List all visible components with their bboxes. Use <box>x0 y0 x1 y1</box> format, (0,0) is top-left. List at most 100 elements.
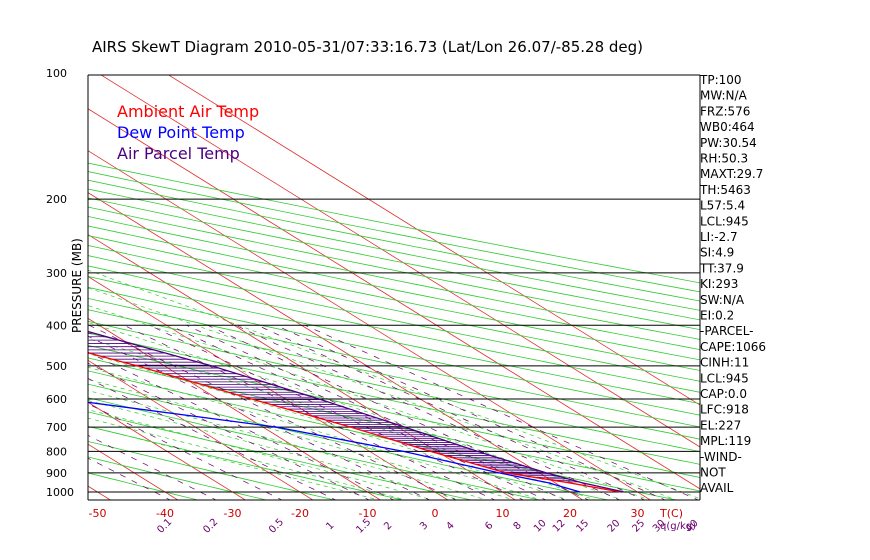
index-entry: -WIND- <box>700 450 742 464</box>
profile-line <box>88 352 621 493</box>
bottom-tick-label: 30 <box>631 507 645 520</box>
index-entry: LCL:945 <box>700 371 749 385</box>
index-entry: KI:293 <box>700 277 738 291</box>
mixing-ratio-label: 1 <box>324 520 336 532</box>
dry-adiabat-line <box>88 197 700 321</box>
index-entry: CINH:11 <box>700 356 749 370</box>
moist-adiabat-line <box>88 400 461 500</box>
isotherm-line <box>0 54 44 501</box>
bottom-tick-label: -30 <box>224 507 242 520</box>
index-entry: CAPE:1066 <box>700 340 766 354</box>
mixing-ratio-label: 15 <box>575 518 592 535</box>
dry-adiabat-line <box>88 171 700 293</box>
dry-adiabat-line <box>88 456 268 500</box>
index-entry: MW:N/A <box>700 89 748 103</box>
index-entry: NOT <box>700 466 726 480</box>
index-entry: EL:227 <box>700 418 741 432</box>
moist-adiabat-line <box>88 287 678 500</box>
index-entry: SW:N/A <box>700 293 745 307</box>
isotherm-line <box>100 75 700 448</box>
mixing-ratio-line <box>149 324 525 500</box>
index-entry: AVAIL <box>700 481 734 495</box>
index-entry: LFC:918 <box>700 403 749 417</box>
index-entry: MPL:119 <box>700 434 751 448</box>
mixing-ratio-label: 3 <box>418 520 430 532</box>
moist-adiabat-line <box>88 322 624 500</box>
mixing-ratio-label: 25 <box>630 518 647 535</box>
dry-adiabat-line <box>88 309 700 440</box>
isotherm-line <box>88 150 652 500</box>
profile-line <box>88 401 581 493</box>
index-entry: FRZ:576 <box>700 104 750 118</box>
profiles <box>88 330 625 493</box>
y-tick-label: 400 <box>46 319 67 332</box>
mixing-ratio-label: 6 <box>483 520 495 532</box>
dry-adiabat-line <box>88 297 700 428</box>
dry-adiabat-line <box>88 286 700 416</box>
index-entry: SI:4.9 <box>700 246 734 260</box>
dry-adiabat-line <box>88 188 700 311</box>
mixing-ratio-line <box>207 324 590 500</box>
mixing-ratio-label: 12 <box>551 518 568 535</box>
chart-title: AIRS SkewT Diagram 2010-05-31/07:33:16.7… <box>92 38 643 56</box>
index-entry: EI:0.2 <box>700 309 734 323</box>
y-tick-label: 1000 <box>46 486 74 499</box>
mixing-ratio-line <box>186 324 566 500</box>
bottom-tick-label: -10 <box>359 507 377 520</box>
y-tick-label: 100 <box>46 67 67 80</box>
y-tick-label: 900 <box>46 467 67 480</box>
index-entry: LCL:945 <box>700 214 749 228</box>
mixing-ratio-label: 4 <box>445 520 457 532</box>
mixing-ratio-line <box>88 351 395 500</box>
moist-adiabat-line <box>88 390 489 500</box>
mixing-ratio-label: 2 <box>382 520 394 532</box>
index-entry: LI:-2.7 <box>700 230 738 244</box>
mixing-ratio-unit: q(g/kg) <box>660 521 696 532</box>
dry-adiabat-line <box>88 332 700 465</box>
legend-entry: Dew Point Temp <box>117 123 245 142</box>
mixing-ratio-line <box>88 403 283 500</box>
mixing-ratio-label: 10 <box>532 518 549 535</box>
mixing-ratio-line <box>88 335 431 500</box>
mixing-ratio-line <box>88 434 217 500</box>
mixing-ratio-label: 0.5 <box>267 517 286 536</box>
isotherm-line <box>88 108 700 490</box>
isotherm-line <box>167 75 700 406</box>
axes: 1002003004005006007008009001000-120-110-… <box>46 67 701 536</box>
moist-adiabat-line <box>88 269 700 500</box>
legend-entry: Air Parcel Temp <box>117 144 240 163</box>
index-entry: TH:5463 <box>699 183 751 197</box>
index-entry: -PARCEL- <box>700 324 754 338</box>
mixing-ratio-line <box>123 324 496 500</box>
index-entry: RH:50.3 <box>700 152 748 166</box>
dry-adiabat-line <box>88 276 700 405</box>
profile-line <box>88 330 625 493</box>
index-entry: PW:30.54 <box>700 136 757 150</box>
isotherm-line <box>88 359 314 500</box>
y-tick-label: 200 <box>46 193 67 206</box>
index-entry: WB0:464 <box>700 120 755 134</box>
bottom-tick-label: 10 <box>496 507 510 520</box>
moist-adiabat-line <box>88 353 570 500</box>
index-entry: TP:100 <box>699 73 742 87</box>
mixing-ratio-line <box>88 457 171 500</box>
dry-adiabat-line <box>88 225 700 351</box>
dry-adiabat-line <box>88 383 610 500</box>
dry-adiabat-line <box>88 206 700 331</box>
mixing-ratio-line <box>169 324 547 500</box>
mixing-ratio-label: 8 <box>512 520 524 532</box>
dry-adiabat-line <box>88 411 474 500</box>
legend-entry: Ambient Air Temp <box>117 102 259 121</box>
bottom-tick-label: 20 <box>563 507 577 520</box>
dry-adiabat-line <box>88 179 700 302</box>
y-tick-label: 300 <box>46 267 67 280</box>
y-tick-label: 500 <box>46 360 67 373</box>
dry-adiabat-line <box>88 397 542 500</box>
dry-adiabat-line <box>88 265 700 393</box>
dry-adiabat-line <box>88 215 700 340</box>
isotherm-line <box>88 192 584 500</box>
y-tick-label: 600 <box>46 393 67 406</box>
dry-adiabat-line <box>88 162 700 284</box>
